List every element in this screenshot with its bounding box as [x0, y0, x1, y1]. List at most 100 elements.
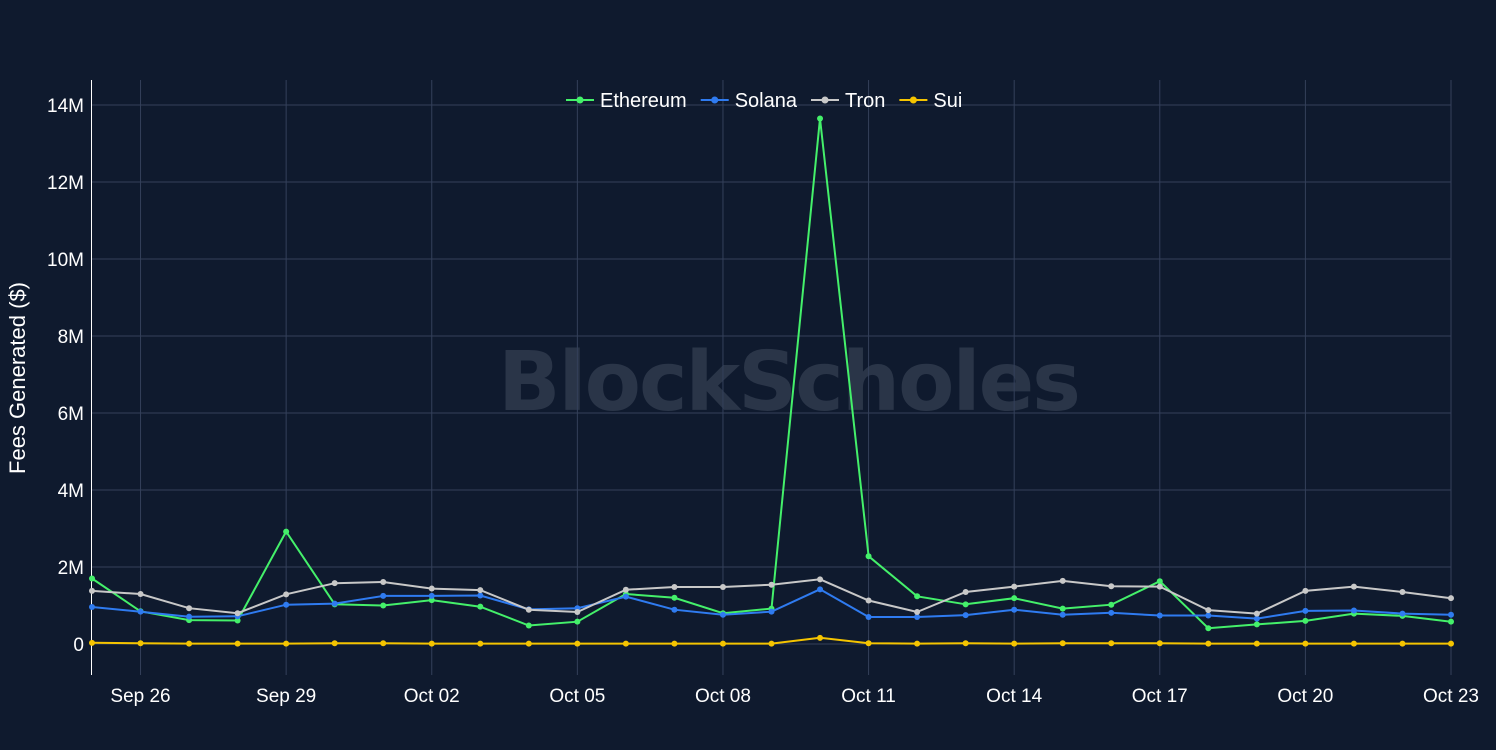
legend-item-ethereum: Ethereum — [566, 90, 687, 112]
solana-point — [768, 608, 775, 615]
ethereum-point — [380, 602, 387, 609]
ethereum-point — [1059, 605, 1066, 612]
y-tick-label: 4M — [58, 481, 84, 502]
x-tick-label: Oct 11 — [841, 686, 896, 707]
sui-point — [768, 640, 775, 647]
solana-point — [1205, 612, 1212, 619]
solana-point — [671, 606, 678, 613]
solana-point — [1399, 610, 1406, 617]
ethereum-point — [1205, 625, 1212, 632]
legend-item-tron: Tron — [811, 90, 885, 112]
sui-point — [817, 634, 824, 641]
legend-swatch-marker — [821, 96, 829, 104]
ethereum-point — [525, 622, 532, 629]
tron-point — [234, 610, 241, 617]
solana-point — [477, 592, 484, 599]
ethereum-point — [817, 115, 824, 122]
legend-label: Solana — [735, 90, 798, 112]
tron-point — [428, 585, 435, 592]
x-tick-label: Oct 14 — [986, 686, 1042, 707]
solana-point — [428, 592, 435, 599]
sui-point — [1205, 640, 1212, 647]
ethereum-point — [234, 617, 241, 624]
solana-point — [186, 613, 193, 620]
tron-point — [1448, 595, 1454, 602]
tron-point — [865, 597, 872, 604]
x-tick-label: Oct 23 — [1423, 686, 1479, 707]
sui-point — [914, 640, 921, 647]
solana-point — [380, 592, 387, 599]
tron-point — [1399, 589, 1406, 596]
tron-point — [283, 591, 290, 598]
x-tick-label: Oct 17 — [1132, 686, 1188, 707]
tron-point — [817, 576, 824, 583]
ethereum-point — [865, 553, 872, 560]
y-tick-label: 14M — [47, 96, 84, 117]
tron-point — [622, 586, 629, 593]
sui-point — [1108, 640, 1115, 647]
solana-point — [914, 614, 921, 621]
sui-point — [89, 639, 95, 646]
y-tick-label: 8M — [58, 327, 84, 348]
tron-point — [186, 605, 193, 612]
ethereum-point — [1011, 595, 1018, 602]
tron-point — [525, 606, 532, 613]
sui-point — [137, 640, 144, 647]
solana-point — [1253, 615, 1260, 622]
sui-point — [525, 640, 532, 647]
solana-point — [1448, 611, 1454, 618]
solana-point — [137, 608, 144, 615]
sui-point — [962, 640, 969, 647]
watermark-text: BlockScholes — [498, 335, 1079, 430]
tron-point — [768, 581, 775, 588]
legend: Ethereum Solana Tron Sui — [566, 90, 962, 112]
sui-point — [1253, 640, 1260, 647]
tron-point — [719, 584, 726, 591]
sui-point — [1059, 640, 1066, 647]
tron-point — [89, 587, 95, 594]
legend-swatch-marker — [711, 96, 719, 104]
x-gridlines — [140, 80, 1452, 675]
sui-point — [186, 640, 193, 647]
legend-item-solana: Solana — [700, 90, 798, 112]
tron-point — [477, 587, 484, 594]
tron-point — [962, 589, 969, 596]
tron-point — [1205, 607, 1212, 614]
solana-point — [1059, 611, 1066, 618]
ethereum-point — [428, 597, 435, 604]
x-tick-label: Sep 29 — [256, 686, 316, 707]
y-axis-title: Fees Generated ($) — [5, 282, 30, 474]
tron-point — [1156, 583, 1163, 590]
y-tick-label: 6M — [58, 404, 84, 425]
y-tick-label: 10M — [47, 250, 84, 271]
sui-point — [574, 640, 581, 647]
solana-point — [962, 612, 969, 619]
tron-point — [1253, 610, 1260, 617]
series-sui — [89, 634, 1454, 647]
sui-point — [234, 640, 241, 647]
ethereum-point — [89, 575, 95, 582]
tron-point — [1302, 587, 1309, 594]
solana-point — [89, 604, 95, 611]
tron-point — [380, 579, 387, 586]
legend-item-sui: Sui — [899, 90, 962, 112]
solana-point — [283, 601, 290, 608]
tron-point — [671, 584, 678, 591]
solana-point — [622, 593, 629, 600]
sui-point — [1302, 640, 1309, 647]
sui-point — [283, 640, 290, 647]
ethereum-point — [1108, 601, 1115, 608]
tron-point — [574, 609, 581, 616]
sui-point — [380, 640, 387, 647]
ethereum-point — [962, 601, 969, 608]
y-tick-label: 12M — [47, 173, 84, 194]
solana-point — [1350, 607, 1357, 614]
sui-point — [1156, 640, 1163, 647]
legend-swatch-marker — [576, 96, 584, 104]
ethereum-point — [1448, 618, 1454, 625]
tron-point — [1059, 577, 1066, 584]
solana-point — [1156, 612, 1163, 619]
sui-point — [865, 640, 872, 647]
solana-point — [1302, 607, 1309, 614]
